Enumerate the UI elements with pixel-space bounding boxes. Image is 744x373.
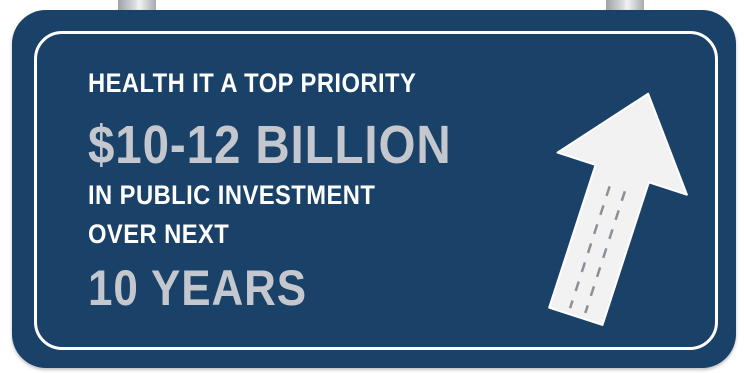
headline-years: 10 YEARS [88,260,308,316]
subtext-over-next: OVER NEXT [88,219,230,249]
subtext-investment: IN PUBLIC INVESTMENT [88,180,376,210]
arrow-lane-dash-right [584,190,627,314]
headline-priority: HEALTH IT A TOP PRIORITY [88,68,417,98]
sign-inner-border [34,31,718,350]
arrow-shape [548,92,688,326]
up-arrow-icon [548,92,688,326]
highway-sign: HEALTH IT A TOP PRIORITY $10-12 BILLION … [12,10,736,368]
headline-amount: $10-12 BILLION [88,115,452,175]
arrow-lane-dash-left [568,185,611,309]
